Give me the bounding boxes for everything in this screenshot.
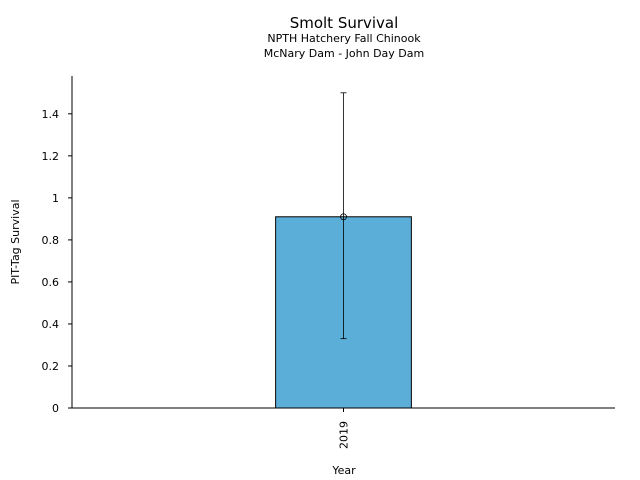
y-tick-label: 0.6 bbox=[42, 276, 60, 289]
y-tick-label: 0.2 bbox=[42, 360, 60, 373]
chart-title: Smolt Survival bbox=[290, 14, 399, 32]
y-tick-label: 0 bbox=[52, 402, 59, 415]
y-tick-label: 1.4 bbox=[42, 108, 60, 121]
error-bars-group bbox=[340, 92, 347, 340]
x-ticks-group: 2019 bbox=[338, 408, 351, 449]
y-axis-label: PIT-Tag Survival bbox=[9, 199, 22, 284]
y-ticks-group: 0 0.2 0.4 0.6 0.8 1 1.2 1.4 bbox=[42, 108, 72, 415]
x-axis-label: Year bbox=[331, 464, 356, 477]
y-tick-label: 1 bbox=[52, 192, 59, 205]
x-tick-label: 2019 bbox=[338, 421, 351, 449]
y-tick-label: 0.4 bbox=[42, 318, 60, 331]
y-tick-label: 1.2 bbox=[42, 150, 60, 163]
chart-subtitle-line-1: NPTH Hatchery Fall Chinook bbox=[267, 32, 421, 45]
chart-subtitle-line-2: McNary Dam - John Day Dam bbox=[264, 47, 424, 60]
point-marker bbox=[340, 213, 347, 221]
y-tick-label: 0.8 bbox=[42, 234, 60, 247]
